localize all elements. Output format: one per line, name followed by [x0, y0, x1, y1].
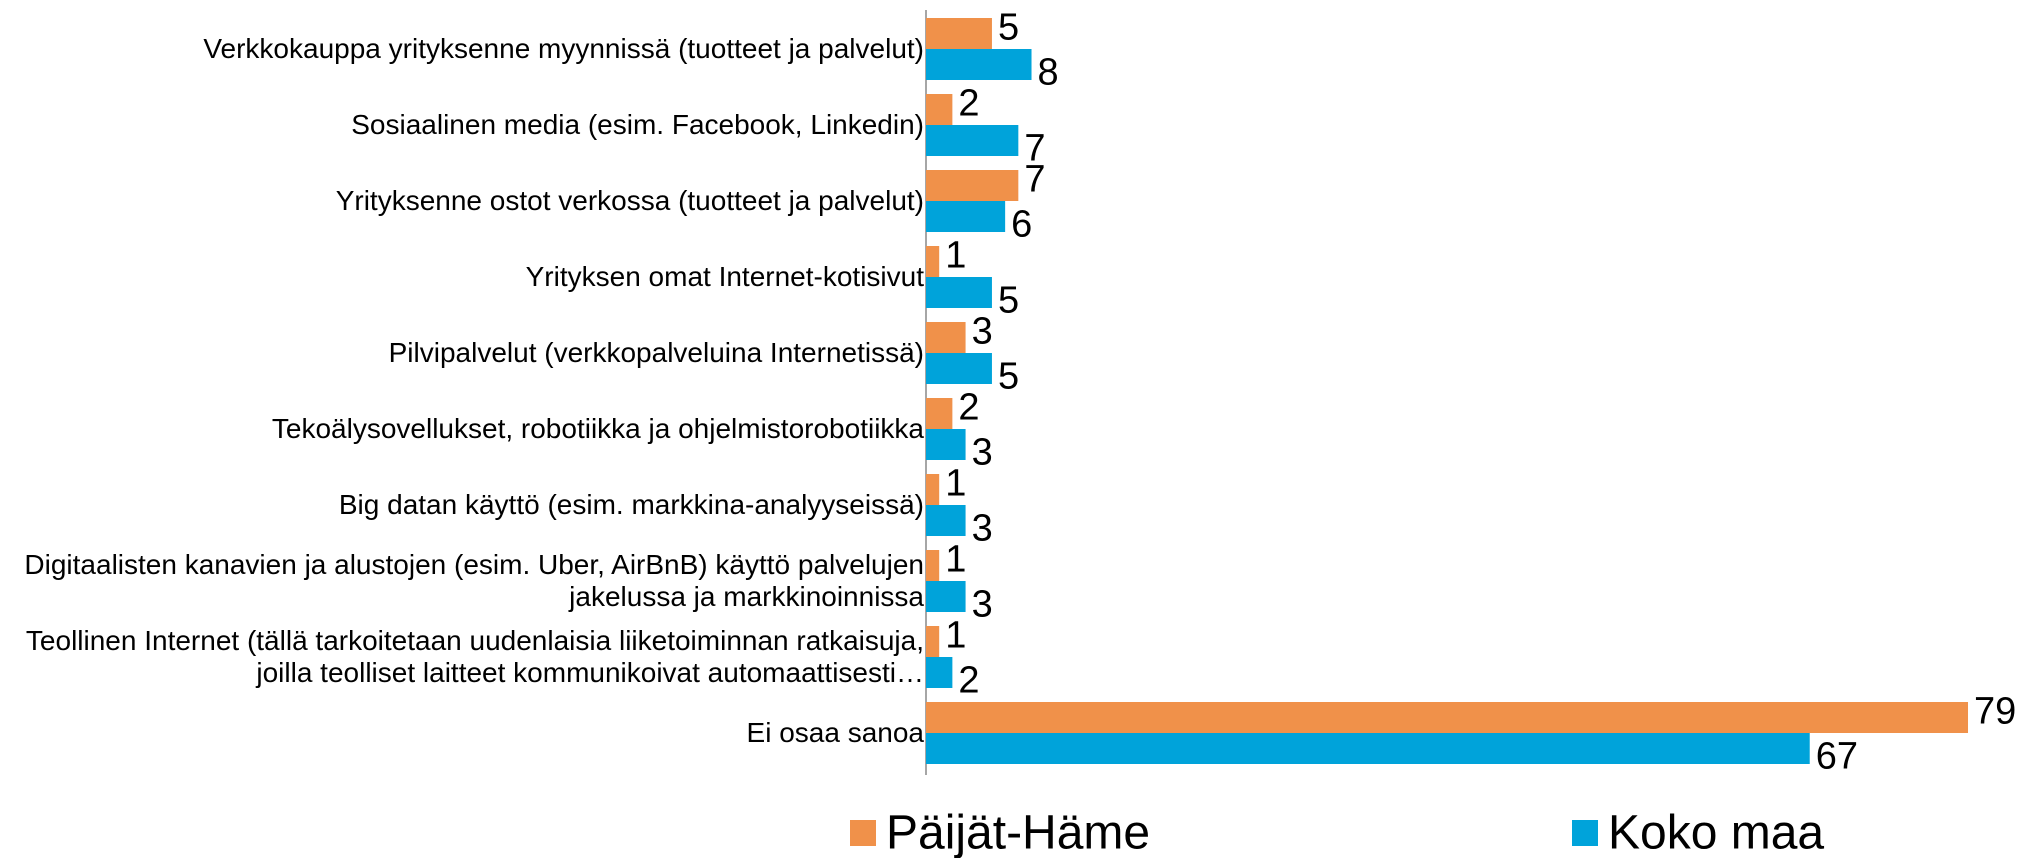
legend-label: Koko maa	[1608, 807, 1824, 858]
data-label: 8	[1038, 52, 1059, 94]
bar	[926, 18, 992, 49]
bar	[926, 657, 953, 688]
data-label: 6	[1011, 204, 1032, 246]
data-label: 3	[972, 508, 993, 550]
category-label: Teollinen Internet (tällä tarkoitetaan u…	[25, 625, 924, 688]
bar	[926, 49, 1032, 80]
category-label: Tekoälysovellukset, robotiikka ja ohjelm…	[271, 413, 924, 444]
category-label: Digitaalisten kanavien ja alustojen (esi…	[24, 549, 924, 612]
data-label: 2	[958, 660, 979, 702]
legend-swatch	[850, 820, 876, 846]
data-label: 5	[998, 356, 1019, 398]
data-label: 3	[972, 584, 993, 626]
category-label: Big datan käyttö (esim. markkina-analyys…	[338, 489, 924, 520]
data-label: 2	[958, 83, 979, 125]
category-label: Pilvipalvelut (verkkopalveluina Internet…	[388, 337, 924, 368]
bar	[926, 201, 1006, 232]
legend-swatch	[1572, 820, 1598, 846]
data-label: 3	[972, 432, 993, 474]
bar	[926, 277, 992, 308]
category-label: Yrityksenne ostot verkossa (tuotteet ja …	[335, 185, 924, 216]
bar	[926, 246, 940, 277]
data-label: 1	[945, 235, 966, 277]
category-label: Ei osaa sanoa	[746, 717, 924, 748]
bar	[926, 581, 966, 612]
bar	[926, 505, 966, 536]
bar	[926, 353, 992, 384]
bar	[926, 398, 953, 429]
category-label: Sosiaalinen media (esim. Facebook, Linke…	[351, 109, 924, 140]
bar	[926, 733, 1810, 764]
data-label: 1	[945, 463, 966, 505]
bar	[926, 702, 1969, 733]
data-label: 79	[1974, 691, 2016, 733]
bar	[926, 94, 953, 125]
data-label: 5	[998, 7, 1019, 49]
bar	[926, 125, 1019, 156]
data-label: 3	[972, 311, 993, 353]
bar	[926, 322, 966, 353]
bar	[926, 429, 966, 460]
legend-label: Päijät-Häme	[886, 807, 1150, 858]
data-label: 1	[945, 539, 966, 581]
data-label: 7	[1024, 128, 1045, 170]
data-label: 7	[1024, 159, 1045, 201]
bar	[926, 626, 940, 657]
data-label: 1	[945, 615, 966, 657]
data-label: 2	[958, 387, 979, 429]
category-label: Verkkokauppa yrityksenne myynnissä (tuot…	[203, 33, 924, 64]
category-label: Yrityksen omat Internet-kotisivut	[525, 261, 924, 292]
bar	[926, 170, 1019, 201]
data-label: 67	[1816, 736, 1858, 778]
bar	[926, 550, 940, 581]
data-label: 5	[998, 280, 1019, 322]
bar	[926, 474, 940, 505]
